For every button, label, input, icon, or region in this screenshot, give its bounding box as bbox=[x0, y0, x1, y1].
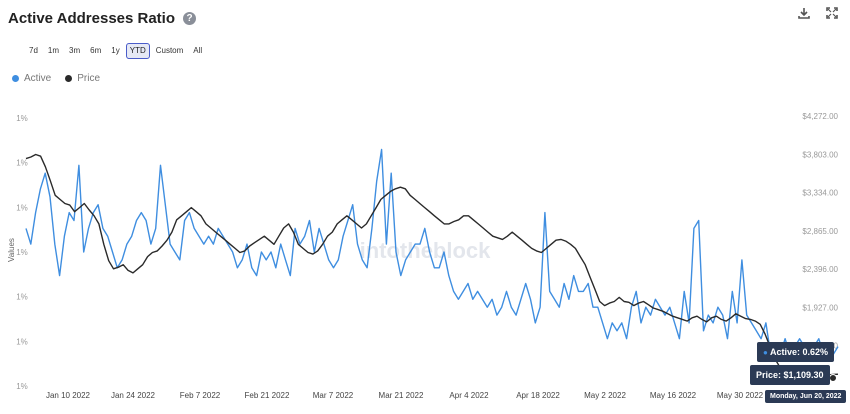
x-tick-label: Jan 10 2022 bbox=[46, 391, 91, 400]
range-button-1m[interactable]: 1m bbox=[47, 46, 60, 55]
y-right-tick-label: $2,865.00 bbox=[802, 227, 838, 236]
y-right-tick-label: $1,927.00 bbox=[802, 303, 838, 312]
y-left-tick-label: 1% bbox=[16, 114, 28, 123]
legend-dot-icon bbox=[12, 75, 19, 82]
y-left-tick-label: 1% bbox=[16, 159, 28, 168]
tooltip-date: Monday, Jun 20, 2022 bbox=[765, 390, 847, 403]
series-line-active bbox=[25, 148, 839, 356]
y-right-tick-label: $3,803.00 bbox=[802, 150, 838, 159]
chart-tools bbox=[796, 5, 840, 21]
legend-label: Price bbox=[77, 73, 101, 84]
y-left-tick-label: 1% bbox=[16, 293, 28, 302]
x-tick-label: Feb 21 2022 bbox=[245, 391, 290, 400]
x-tick-label: Feb 7 2022 bbox=[180, 391, 221, 400]
tooltip-active-value: Active: 0.62% bbox=[770, 347, 829, 357]
range-button-7d[interactable]: 7d bbox=[29, 46, 38, 55]
y-right-tick-label: $4,272.00 bbox=[802, 112, 838, 121]
x-tick-label: May 30 2022 bbox=[717, 391, 764, 400]
expand-icon[interactable] bbox=[824, 5, 840, 21]
y-left-tick-label: 1% bbox=[16, 382, 28, 391]
question-circle-icon[interactable]: ? bbox=[183, 11, 197, 25]
price-marker bbox=[829, 374, 837, 382]
chart-title: Active Addresses Ratio bbox=[8, 9, 176, 27]
chart-header: Active Addresses Ratio ? bbox=[8, 6, 197, 30]
range-button-1y[interactable]: 1y bbox=[111, 46, 120, 55]
y-left-tick-label: 1% bbox=[16, 337, 28, 346]
tooltip-date-value: Monday, Jun 20, 2022 bbox=[770, 393, 842, 400]
x-tick-label: Mar 7 2022 bbox=[313, 391, 354, 400]
watermark-text: intotheblock bbox=[360, 238, 492, 263]
range-button-ytd[interactable]: YTD bbox=[125, 43, 150, 59]
series-line-price bbox=[25, 153, 839, 377]
tooltip-price-value: Price: $1,109.30 bbox=[756, 370, 824, 380]
range-button-all[interactable]: All bbox=[193, 46, 203, 55]
range-button-3m[interactable]: 3m bbox=[69, 46, 81, 55]
x-tick-label: Jan 24 2022 bbox=[111, 391, 156, 400]
legend-label: Active bbox=[24, 73, 52, 84]
y-right-tick-label: $2,396.00 bbox=[802, 265, 838, 274]
x-tick-label: Mar 21 2022 bbox=[379, 391, 424, 400]
x-tick-label: Apr 18 2022 bbox=[516, 391, 560, 400]
tooltip-price: Price: $1,109.30 bbox=[750, 365, 830, 385]
x-tick-label: May 16 2022 bbox=[650, 391, 697, 400]
range-button-6m[interactable]: 6m bbox=[90, 46, 102, 55]
x-tick-label: Apr 4 2022 bbox=[449, 391, 489, 400]
range-selector: 7d 1m 3m 6m 1y YTD Custom All bbox=[25, 43, 206, 59]
y-left-tick-label: 1% bbox=[16, 248, 28, 257]
legend-dot-icon bbox=[65, 75, 73, 82]
range-button-custom[interactable]: Custom bbox=[155, 46, 184, 55]
x-tick-label: May 2 2022 bbox=[584, 391, 626, 400]
legend-item-price[interactable]: Price bbox=[65, 73, 100, 84]
legend: Active Price bbox=[12, 73, 100, 84]
y-right-tick-label: $3,334.00 bbox=[802, 189, 838, 198]
legend-item-active[interactable]: Active bbox=[12, 73, 51, 84]
y-left-tick-label: 1% bbox=[16, 203, 28, 212]
download-icon[interactable] bbox=[796, 5, 812, 21]
tooltip-active: ● Active: 0.62% bbox=[757, 342, 835, 362]
y-axis-label: Values bbox=[7, 238, 16, 262]
